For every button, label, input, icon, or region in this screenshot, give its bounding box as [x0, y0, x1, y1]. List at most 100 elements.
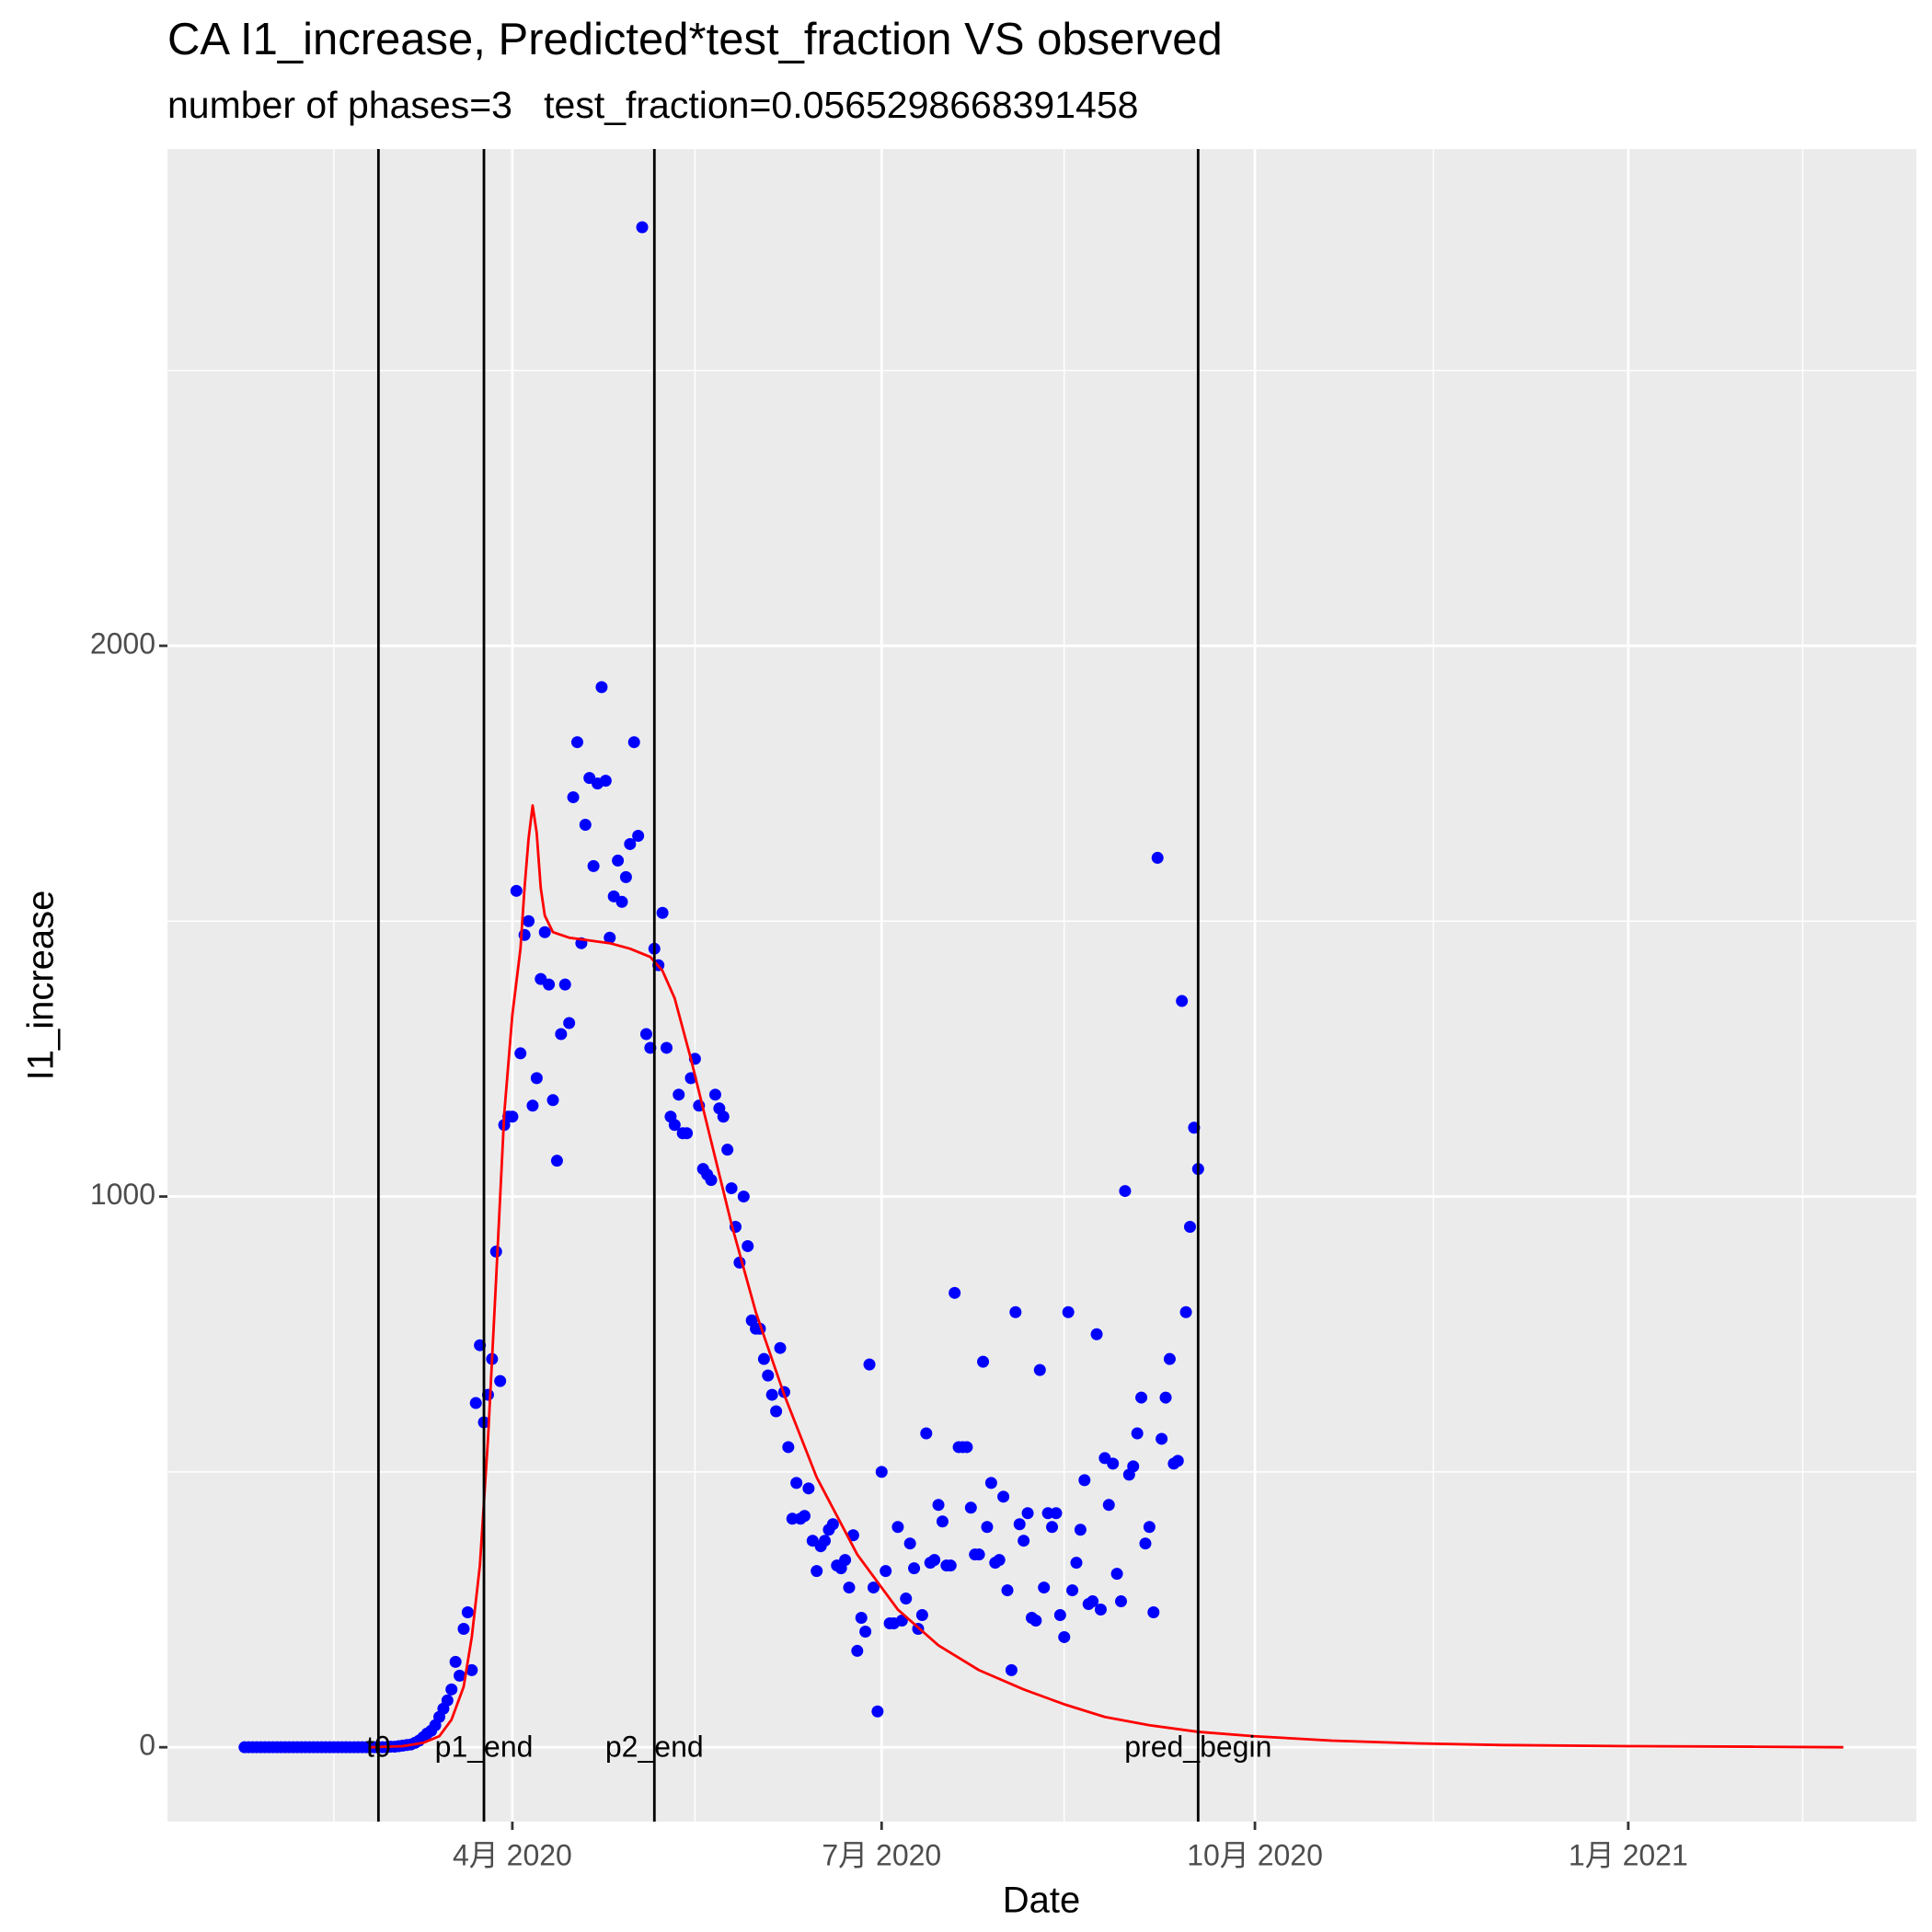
- data-point: [977, 1355, 990, 1368]
- y-tick-label: 1000: [90, 1178, 155, 1211]
- phase-label: pred_begin: [1124, 1731, 1271, 1764]
- data-point: [1139, 1537, 1152, 1550]
- data-point: [558, 978, 571, 991]
- data-point: [469, 1397, 482, 1409]
- data-point: [1090, 1328, 1103, 1340]
- data-point: [880, 1565, 892, 1578]
- data-point: [964, 1501, 977, 1514]
- data-point: [449, 1655, 462, 1668]
- data-point: [604, 931, 616, 944]
- data-point: [1156, 1432, 1168, 1445]
- data-point: [1038, 1581, 1051, 1594]
- data-point: [846, 1529, 859, 1542]
- data-point: [538, 926, 551, 938]
- data-point: [1009, 1305, 1022, 1318]
- data-point: [1147, 1606, 1160, 1619]
- data-point: [1171, 1455, 1184, 1467]
- data-point: [523, 914, 535, 927]
- data-point: [1053, 1609, 1066, 1622]
- data-point: [972, 1548, 985, 1561]
- data-point: [936, 1515, 949, 1528]
- data-point: [1074, 1524, 1087, 1536]
- data-point: [619, 870, 632, 883]
- data-point: [681, 1127, 694, 1140]
- data-point: [1029, 1615, 1042, 1627]
- data-point: [555, 1028, 568, 1041]
- data-point: [624, 837, 637, 850]
- data-point: [461, 1606, 474, 1619]
- data-point: [1018, 1535, 1030, 1547]
- data-point: [661, 1041, 673, 1054]
- data-point: [811, 1565, 823, 1578]
- data-point: [875, 1466, 888, 1478]
- data-point: [1050, 1507, 1063, 1520]
- data-point: [843, 1581, 856, 1594]
- x-axis-title: Date: [1003, 1880, 1081, 1921]
- data-point: [506, 1110, 519, 1123]
- data-point: [895, 1615, 908, 1627]
- data-point: [673, 1088, 685, 1101]
- data-point: [997, 1490, 1010, 1503]
- data-point: [855, 1612, 868, 1625]
- data-point: [1131, 1427, 1144, 1440]
- data-point: [867, 1581, 880, 1594]
- data-point: [1127, 1460, 1140, 1473]
- data-point: [770, 1405, 783, 1418]
- x-tick-label: 4月 2020: [453, 1838, 572, 1871]
- data-point: [891, 1521, 904, 1534]
- data-point: [570, 736, 583, 749]
- data-point: [454, 1669, 466, 1682]
- x-tick-label: 10月 2020: [1187, 1838, 1323, 1871]
- data-point: [798, 1510, 811, 1523]
- data-point: [871, 1705, 884, 1718]
- x-tick-label: 7月 2020: [822, 1838, 941, 1871]
- data-point: [639, 1028, 652, 1041]
- data-point: [595, 681, 608, 694]
- data-point: [1176, 995, 1189, 1007]
- data-point: [1013, 1518, 1026, 1531]
- data-point: [494, 1374, 507, 1387]
- data-point: [819, 1535, 832, 1547]
- predicted-line: [370, 804, 1844, 1749]
- phase-label: t0: [366, 1731, 391, 1764]
- data-point: [932, 1499, 945, 1512]
- data-point: [567, 791, 580, 804]
- data-point: [530, 1072, 543, 1085]
- data-point: [1110, 1568, 1123, 1581]
- data-point: [705, 1174, 718, 1187]
- data-point: [725, 1182, 738, 1195]
- data-point: [782, 1441, 795, 1454]
- data-point: [546, 1094, 559, 1107]
- data-point: [656, 906, 669, 919]
- data-point: [1005, 1663, 1018, 1676]
- chart-title: CA I1_increase, Predicted*test_fraction …: [167, 15, 1223, 64]
- data-point: [1087, 1595, 1099, 1608]
- data-point: [859, 1625, 872, 1638]
- data-point: [1135, 1391, 1148, 1404]
- data-point: [599, 775, 612, 788]
- data-point: [993, 1554, 1006, 1567]
- data-point: [708, 1088, 721, 1101]
- data-point: [1163, 1352, 1176, 1365]
- data-point: [627, 736, 640, 749]
- data-point: [960, 1441, 973, 1454]
- data-point: [441, 1694, 454, 1707]
- data-point: [762, 1369, 775, 1382]
- data-point: [737, 1190, 750, 1203]
- data-point: [1078, 1474, 1091, 1487]
- data-point: [1159, 1391, 1172, 1404]
- data-point: [1115, 1595, 1128, 1608]
- data-point: [949, 1286, 961, 1299]
- data-point: [742, 1239, 754, 1252]
- data-point: [636, 221, 649, 234]
- data-point: [1033, 1363, 1046, 1376]
- data-point: [1179, 1305, 1192, 1318]
- phase-label: p2_end: [605, 1731, 704, 1764]
- data-point: [1001, 1584, 1014, 1597]
- data-point: [457, 1622, 470, 1635]
- y-axis-title: I1_increase: [21, 891, 62, 1081]
- data-point: [984, 1477, 997, 1489]
- data-point: [510, 884, 523, 897]
- data-point: [851, 1644, 864, 1657]
